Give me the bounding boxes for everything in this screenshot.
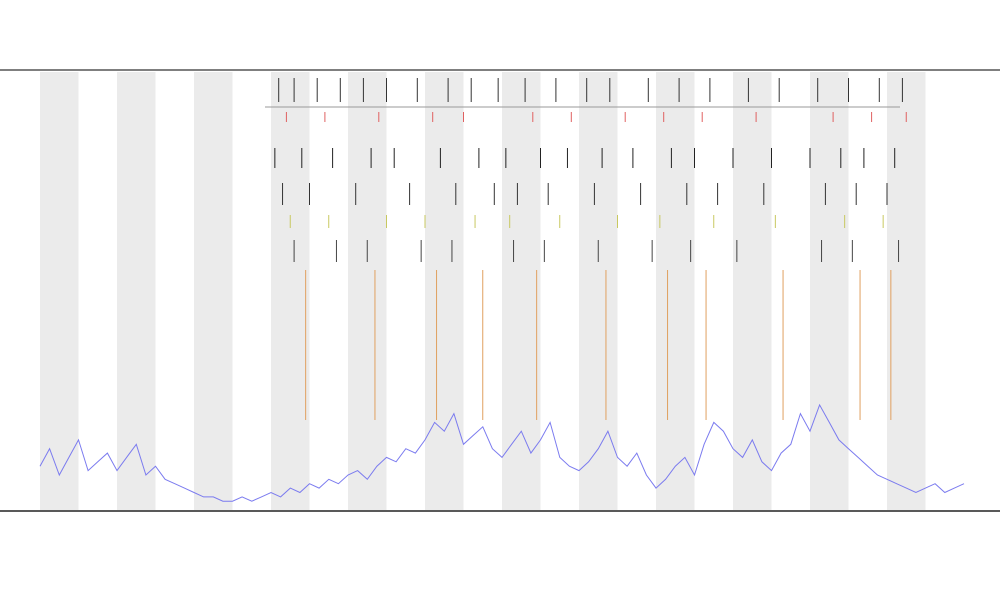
trace-line: [39, 403, 965, 502]
shaded-region: [271, 72, 310, 510]
shaded-region: [117, 72, 156, 510]
shaded-region: [194, 72, 233, 510]
shaded-region: [733, 72, 772, 510]
shaded-region: [348, 72, 387, 510]
shaded-region: [579, 72, 618, 510]
shaded-region: [656, 72, 695, 510]
shaded-region: [887, 72, 926, 510]
shaded-region: [502, 72, 541, 510]
shaded-region: [40, 72, 79, 510]
shaded-region: [425, 72, 464, 510]
shaded-region: [810, 72, 849, 510]
